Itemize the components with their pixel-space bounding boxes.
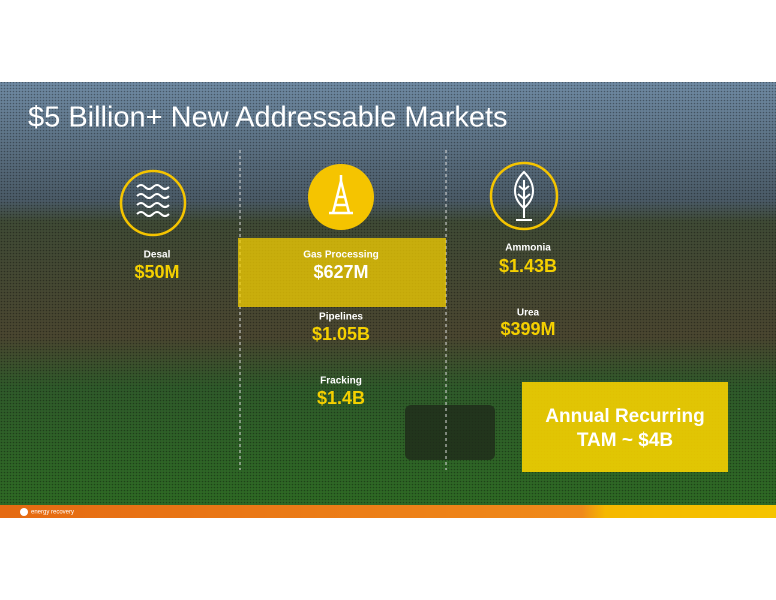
market-value: $1.43B: [499, 256, 557, 276]
callout-text: Annual Recurring: [545, 406, 704, 427]
market-label: Gas Processing: [303, 250, 379, 261]
market-value: $50M: [134, 262, 179, 282]
logo: energy recovery: [31, 510, 74, 516]
market-value: $627M: [313, 262, 368, 282]
market-value: $399M: [500, 319, 555, 339]
market-value: $1.05B: [312, 324, 370, 344]
callout-box: [522, 382, 728, 472]
highlight: [238, 238, 446, 307]
market-label: Ammonia: [505, 243, 551, 254]
leaf-icon: [489, 161, 559, 231]
market-value: $1.4B: [317, 388, 365, 408]
market-label: Urea: [517, 308, 540, 319]
market-label: Pipelines: [319, 312, 363, 323]
rig-icon: [308, 164, 374, 230]
water-icon: [119, 169, 187, 237]
footer-bar: [0, 505, 776, 518]
title: $5 Billion+ New Addressable Markets: [28, 102, 508, 134]
market-label: Desal: [144, 250, 171, 261]
callout-text: TAM ~ $4B: [577, 430, 673, 451]
market-label: Fracking: [320, 376, 362, 387]
logo-mark: [20, 508, 28, 516]
